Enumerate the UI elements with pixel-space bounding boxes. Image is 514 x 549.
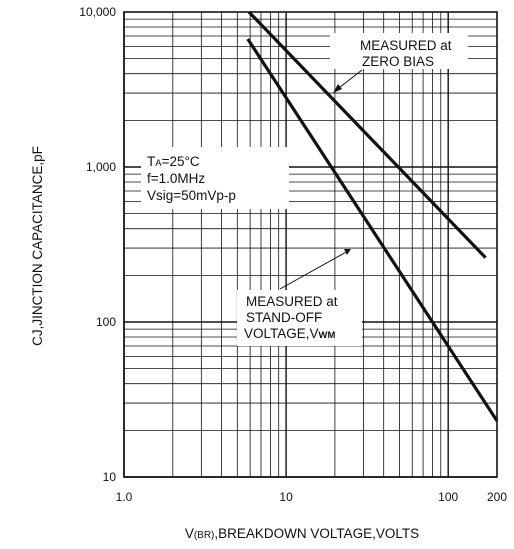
annotation-zero-bias-line1: MEASURED at: [360, 38, 452, 53]
tick-layer: 1.0 10 100 200 10 100 1,000 10,000: [79, 5, 507, 504]
x-tick-label: 1.0: [116, 490, 133, 504]
y-tick-label: 1,000: [86, 160, 116, 174]
x-axis-label: V(BR),BREAKDOWN VOLTAGE,VOLTS: [185, 526, 419, 541]
annotation-standoff-arrowhead: [344, 249, 351, 255]
annotation-standoff-box: [237, 290, 362, 346]
y-axis-label: CJ,JINCTION CAPACITANCE,pF: [30, 146, 45, 346]
series-line-zero-bias: [247, 10, 487, 259]
annotation-standoff-line2: STAND-OFF: [246, 310, 322, 325]
conditions-ta: TA=25°C: [147, 154, 200, 169]
y-tick-label: 10: [103, 470, 117, 484]
annotation-conditions-box: [141, 147, 289, 209]
annotation-standoff: MEASURED at STAND-OFF VOLTAGE,VWM: [237, 249, 362, 346]
x-tick-label: 100: [438, 490, 458, 504]
annotation-zero-bias-arrowhead: [333, 84, 342, 93]
annotation-standoff-line3: VOLTAGE,VWM: [244, 326, 335, 341]
x-tick-label: 200: [487, 490, 507, 504]
annotation-zero-bias-box: [330, 33, 468, 69]
series-layer: [246, 10, 499, 422]
y-tick-label: 10,000: [79, 5, 116, 19]
annotation-standoff-line1: MEASURED at: [246, 294, 338, 309]
conditions-vsig: Vsig=50mVp-p: [147, 188, 236, 203]
annotation-zero-bias: MEASURED at ZERO BIAS: [330, 33, 468, 93]
conditions-freq: f=1.0MHz: [147, 171, 205, 186]
y-tick-label: 100: [96, 315, 116, 329]
grid-minor: [124, 12, 498, 477]
x-tick-label: 10: [279, 490, 293, 504]
annotation-conditions: TA=25°C f=1.0MHz Vsig=50mVp-p: [141, 147, 289, 209]
annotation-standoff-leader: [279, 250, 349, 290]
plot-frame: [123, 11, 498, 478]
series-line-standoff: [246, 38, 499, 422]
annotation-zero-bias-line2: ZERO BIAS: [362, 54, 434, 69]
